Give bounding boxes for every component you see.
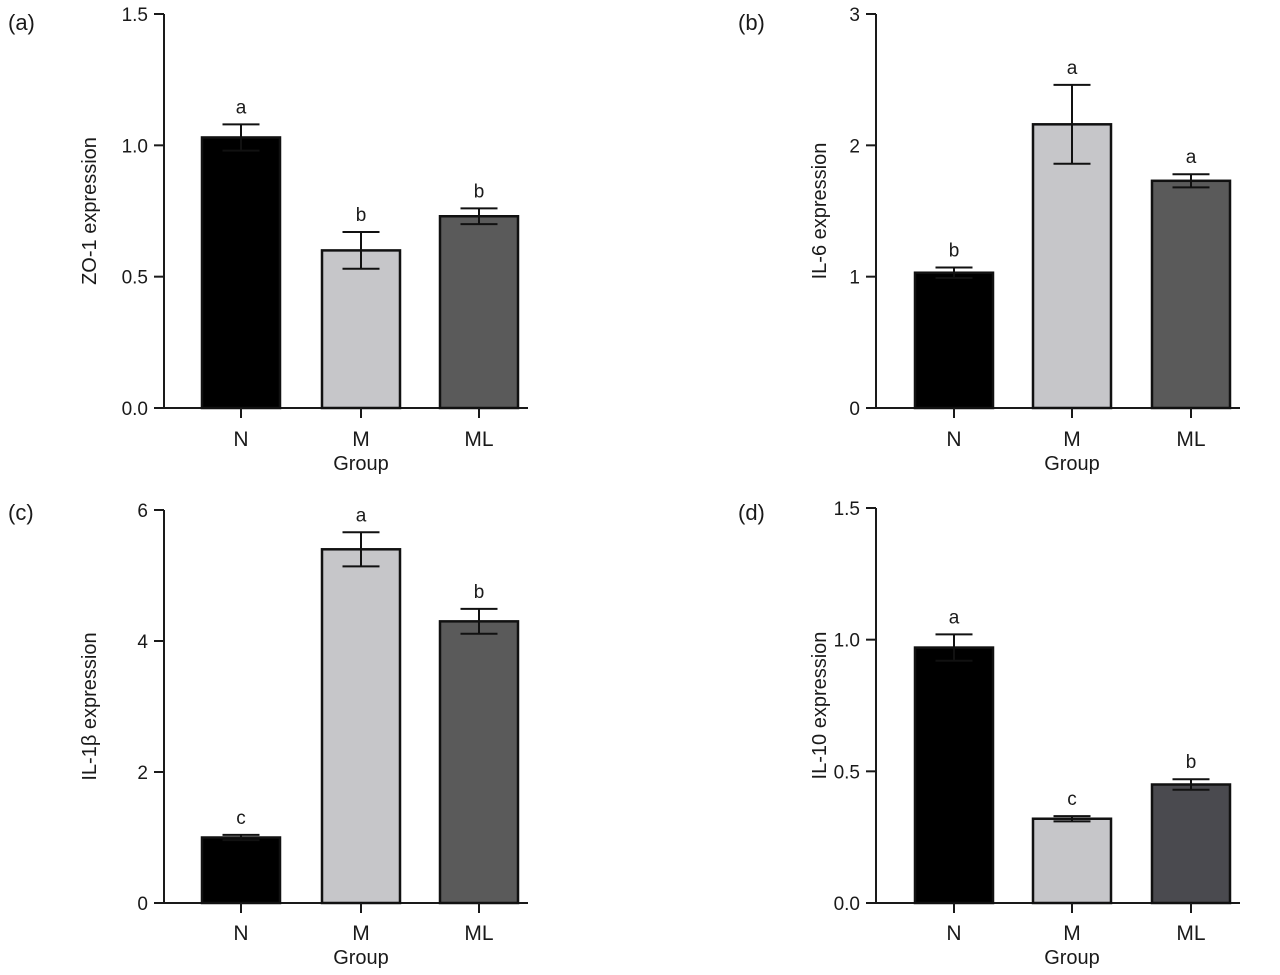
x-tick-label: N — [233, 428, 248, 451]
x-axis-title: Group — [1044, 947, 1100, 969]
chart-panel-2: (b) 0 1 2 3 IL-6 expression b Na Ma ML Group — [738, 5, 1240, 475]
bar-M — [1031, 123, 1113, 410]
x-tick-label: M — [352, 428, 370, 451]
chart-panel-1: (a) 0.0 0.5 1.0 1.5 ZO-1 expression a Nb Mb ML Gro… — [8, 5, 528, 475]
significance-label: b — [474, 582, 485, 603]
bar-M — [320, 548, 402, 905]
y-tick-label: 0 — [849, 399, 860, 420]
bar-N — [200, 136, 282, 410]
x-tick-label: M — [1063, 428, 1081, 451]
y-tick-label: 1.0 — [834, 631, 860, 652]
x-axis-title: Group — [333, 453, 389, 475]
significance-label: a — [1067, 58, 1078, 79]
y-tick-label: 2 — [137, 763, 148, 784]
significance-label: a — [1186, 147, 1197, 168]
bar-ML — [1150, 179, 1232, 410]
bar-ML — [438, 620, 520, 905]
significance-label: b — [356, 205, 367, 226]
significance-label: a — [236, 97, 247, 118]
x-tick-label: N — [233, 922, 248, 945]
x-tick-label: ML — [1176, 428, 1205, 451]
y-tick-label: 1.5 — [834, 499, 860, 520]
bar-M — [320, 249, 402, 410]
bar-ML — [438, 215, 520, 410]
panel-label: (d) — [738, 500, 765, 525]
x-tick-label: ML — [1176, 922, 1205, 945]
panel-label: (a) — [8, 10, 35, 35]
significance-label: b — [474, 181, 485, 202]
y-tick-label: 0 — [137, 894, 148, 915]
y-tick-label: 1.0 — [122, 136, 148, 157]
chart-panel-3: (c) 0 2 4 6 IL-1β expression c Na Mb ML Group — [8, 500, 528, 969]
y-tick-label: 0.5 — [122, 268, 148, 289]
significance-label: b — [1186, 752, 1197, 773]
panel-label: (b) — [738, 10, 765, 35]
y-tick-label: 1 — [849, 268, 860, 289]
chart-panel-4: (d) 0.0 0.5 1.0 1.5 IL-10 expression a Nc Mb ML Gr… — [738, 499, 1240, 969]
y-axis-title: IL-10 expression — [809, 632, 831, 780]
y-axis-title: ZO-1 expression — [79, 137, 101, 285]
x-tick-label: M — [1063, 922, 1081, 945]
bar-N — [200, 836, 282, 905]
y-tick-label: 4 — [137, 632, 148, 653]
x-axis-title: Group — [1044, 453, 1100, 475]
y-tick-label: 0.5 — [834, 762, 860, 783]
panel-label: (c) — [8, 500, 34, 525]
y-axis-title: IL-1β expression — [79, 632, 101, 780]
significance-label: a — [949, 607, 960, 628]
significance-label: c — [1067, 789, 1077, 810]
bar-N — [913, 271, 995, 410]
significance-label: b — [949, 240, 960, 261]
y-tick-label: 2 — [849, 136, 860, 157]
significance-label: a — [356, 505, 367, 526]
x-tick-label: M — [352, 922, 370, 945]
y-axis-title: IL-6 expression — [809, 143, 831, 280]
bar-M — [1031, 817, 1113, 905]
y-tick-label: 0.0 — [122, 399, 148, 420]
y-tick-label: 0.0 — [834, 894, 860, 915]
bar-N — [913, 646, 995, 905]
x-axis-title: Group — [333, 947, 389, 969]
y-tick-label: 3 — [849, 5, 860, 26]
bar-ML — [1150, 783, 1232, 905]
y-tick-label: 6 — [137, 501, 148, 522]
y-tick-label: 1.5 — [122, 5, 148, 26]
significance-label: c — [236, 808, 246, 829]
x-tick-label: ML — [464, 922, 493, 945]
x-tick-label: N — [946, 428, 961, 451]
x-tick-label: N — [946, 922, 961, 945]
x-tick-label: ML — [464, 428, 493, 451]
